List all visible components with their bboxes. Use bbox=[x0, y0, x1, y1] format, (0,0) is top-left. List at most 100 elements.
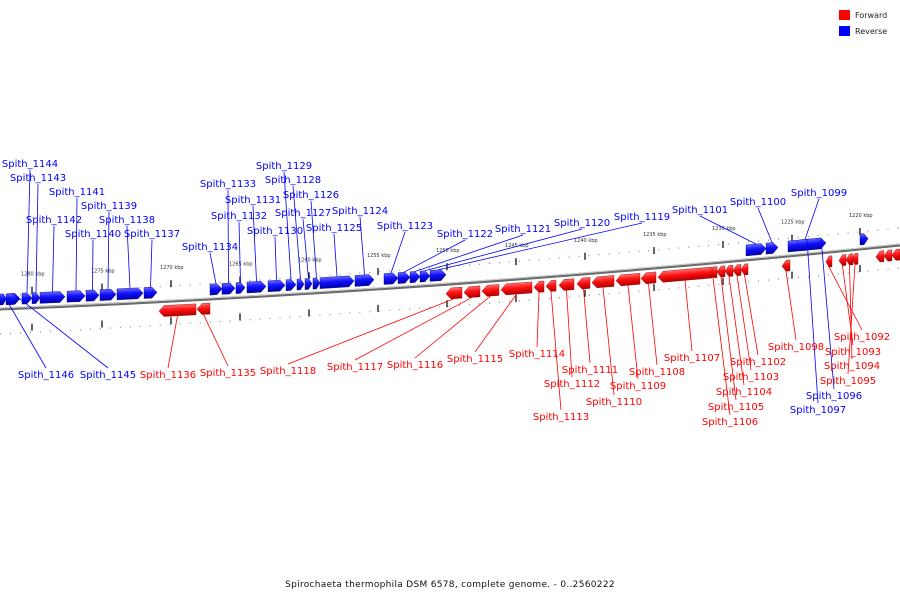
gene-label[interactable]: Spith_1139 bbox=[81, 201, 137, 212]
gene-arrow[interactable] bbox=[657, 266, 713, 283]
gene-arrow[interactable] bbox=[143, 286, 158, 299]
gene-label[interactable]: Spith_1128 bbox=[265, 175, 321, 186]
gene-spith-1140[interactable] bbox=[85, 289, 100, 302]
gene-label[interactable]: Spith_1099 bbox=[791, 188, 847, 199]
gene-label[interactable]: Spith_1135 bbox=[200, 368, 256, 379]
gene-label[interactable]: Spith_1123 bbox=[377, 221, 433, 232]
gene-arrow[interactable] bbox=[845, 253, 854, 266]
gene-spith-1100[interactable] bbox=[765, 242, 779, 255]
gene-spith-1116[interactable] bbox=[481, 284, 500, 297]
gene-feature[interactable] bbox=[859, 233, 869, 246]
gene-label[interactable]: Spith_1126 bbox=[283, 190, 339, 201]
gene-label[interactable]: Spith_1104 bbox=[716, 387, 772, 398]
gene-arrow[interactable] bbox=[533, 280, 545, 293]
gene-spith-1143[interactable] bbox=[31, 292, 41, 304]
gene-arrow[interactable] bbox=[576, 277, 591, 290]
gene-label[interactable]: Spith_1124 bbox=[332, 206, 388, 217]
gene-spith-1126[interactable] bbox=[312, 277, 321, 290]
gene-label[interactable]: Spith_1131 bbox=[225, 195, 281, 206]
gene-spith-1138[interactable] bbox=[116, 287, 144, 301]
gene-spith-1104[interactable] bbox=[724, 264, 734, 277]
gene-spith-1146[interactable] bbox=[0, 293, 7, 306]
gene-spith-1141[interactable] bbox=[66, 290, 86, 303]
gene-arrow[interactable] bbox=[354, 274, 375, 287]
gene-spith-1125[interactable] bbox=[319, 275, 355, 289]
gene-spith-1108[interactable] bbox=[640, 271, 657, 284]
gene-label[interactable]: Spith_1145 bbox=[80, 370, 136, 381]
gene-arrow[interactable] bbox=[765, 242, 779, 255]
gene-spith-1110[interactable] bbox=[591, 275, 615, 289]
gene-spith-1099[interactable] bbox=[787, 238, 823, 253]
gene-spith-1133[interactable] bbox=[221, 282, 236, 295]
gene-feature[interactable] bbox=[883, 249, 893, 262]
gene-arrow[interactable] bbox=[196, 302, 211, 315]
gene-spith-1095[interactable] bbox=[851, 253, 859, 265]
gene-arrow[interactable] bbox=[221, 282, 236, 295]
gene-label[interactable]: Spith_1129 bbox=[256, 161, 312, 172]
gene-label[interactable]: Spith_1113 bbox=[533, 412, 589, 423]
gene-spith-1118[interactable] bbox=[445, 286, 463, 300]
gene-label[interactable]: Spith_1114 bbox=[509, 349, 565, 360]
gene-label[interactable]: Spith_1144 bbox=[2, 159, 58, 170]
gene-label[interactable]: Spith_1136 bbox=[140, 370, 196, 381]
gene-arrow[interactable] bbox=[296, 278, 305, 291]
gene-label[interactable]: Spith_1097 bbox=[790, 405, 846, 416]
gene-arrow[interactable] bbox=[304, 278, 313, 290]
gene-label[interactable]: Spith_1138 bbox=[99, 215, 155, 226]
gene-spith-1130[interactable] bbox=[267, 279, 286, 293]
gene-arrow[interactable] bbox=[66, 290, 86, 303]
gene-label[interactable]: Spith_1098 bbox=[768, 342, 824, 353]
gene-arrow[interactable] bbox=[640, 271, 657, 284]
gene-spith-1132[interactable] bbox=[235, 282, 246, 294]
gene-arrow[interactable] bbox=[615, 273, 641, 287]
gene-spith-1114[interactable] bbox=[533, 280, 545, 293]
gene-spith-1124[interactable] bbox=[354, 274, 375, 287]
gene-arrow[interactable] bbox=[267, 279, 286, 293]
gene-arrow[interactable] bbox=[31, 292, 41, 304]
gene-arrow[interactable] bbox=[463, 285, 481, 298]
gene-label[interactable]: Spith_1109 bbox=[610, 381, 666, 392]
gene-arrow[interactable] bbox=[891, 248, 900, 261]
gene-arrow[interactable] bbox=[875, 250, 885, 263]
gene-spith-1111[interactable] bbox=[576, 277, 591, 290]
gene-arrow[interactable] bbox=[781, 259, 791, 272]
gene-label[interactable]: Spith_1092 bbox=[834, 332, 890, 343]
gene-feature[interactable] bbox=[875, 250, 885, 263]
gene-arrow[interactable] bbox=[397, 271, 411, 284]
gene-label[interactable]: Spith_1115 bbox=[447, 354, 503, 365]
gene-spith-1109[interactable] bbox=[615, 273, 641, 287]
gene-arrow[interactable] bbox=[209, 283, 223, 296]
gene-feature[interactable] bbox=[891, 248, 900, 261]
gene-label[interactable]: Spith_1141 bbox=[49, 187, 105, 198]
gene-spith-1092[interactable] bbox=[825, 255, 833, 268]
gene-arrow[interactable] bbox=[481, 284, 500, 297]
gene-arrow[interactable] bbox=[500, 281, 533, 296]
gene-label[interactable]: Spith_1110 bbox=[586, 397, 642, 408]
gene-label[interactable]: Spith_1108 bbox=[629, 367, 685, 378]
gene-spith-1115[interactable] bbox=[500, 281, 533, 296]
gene-label[interactable]: Spith_1127 bbox=[275, 208, 331, 219]
gene-label[interactable]: Spith_1142 bbox=[26, 215, 82, 226]
gene-label[interactable]: Spith_1112 bbox=[544, 379, 600, 390]
gene-arrow[interactable] bbox=[591, 275, 615, 289]
gene-label[interactable]: Spith_1137 bbox=[124, 229, 180, 240]
gene-spith-1102[interactable] bbox=[740, 263, 749, 276]
gene-label[interactable]: Spith_1130 bbox=[247, 226, 303, 237]
gene-spith-1137[interactable] bbox=[143, 286, 158, 299]
gene-arrow[interactable] bbox=[285, 279, 297, 291]
gene-arrow[interactable] bbox=[859, 233, 869, 246]
gene-spith-1101[interactable] bbox=[745, 243, 767, 257]
gene-spith-1128[interactable] bbox=[296, 278, 305, 291]
gene-arrow[interactable] bbox=[409, 271, 421, 284]
gene-label[interactable]: Spith_1120 bbox=[554, 218, 610, 229]
gene-arrow[interactable] bbox=[158, 303, 197, 317]
gene-arrow[interactable] bbox=[732, 264, 742, 276]
gene-spith-1127[interactable] bbox=[304, 278, 313, 290]
gene-spith-1129[interactable] bbox=[285, 279, 297, 291]
gene-spith-1113[interactable] bbox=[545, 279, 557, 292]
gene-label[interactable]: Spith_1111 bbox=[562, 365, 618, 376]
gene-spith-1122[interactable] bbox=[397, 271, 411, 284]
gene-spith-1131[interactable] bbox=[246, 281, 267, 294]
gene-arrow[interactable] bbox=[740, 263, 749, 276]
gene-arrow[interactable] bbox=[825, 255, 833, 268]
